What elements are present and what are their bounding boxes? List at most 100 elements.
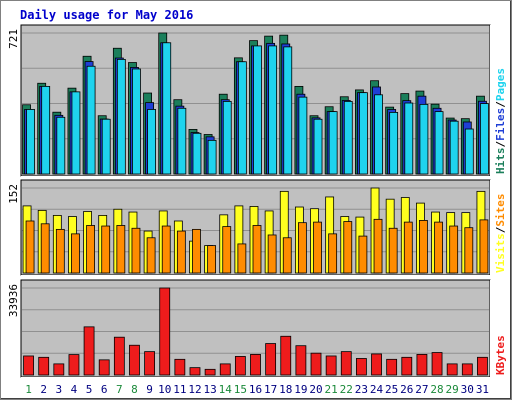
x-tick-label-day-8: 8 (131, 383, 138, 396)
x-tick-label-day-23: 23 (355, 383, 368, 396)
legend-item-hits-files-pages-2: Files (494, 108, 507, 141)
x-tick-label-day-13: 13 (203, 383, 216, 396)
chart-title: Daily usage for May 2016 (20, 8, 193, 22)
bar-kbytes-day-25 (386, 358, 398, 376)
max-label-visits-sites: 152 (7, 184, 20, 204)
bar-sites-day-15 (237, 243, 247, 274)
bar-sites-day-22 (343, 221, 353, 274)
bar-pages-day-7 (116, 59, 126, 175)
x-tick-label-day-7: 7 (116, 383, 123, 396)
bar-sites-day-2 (40, 223, 50, 274)
bar-kbytes-day-1 (23, 355, 34, 376)
x-tick-label-day-4: 4 (71, 383, 78, 396)
bar-sites-day-18 (282, 237, 292, 274)
bar-sites-day-29 (449, 225, 459, 274)
legend-item-kbytes-0: KBytes (494, 335, 507, 375)
bar-kbytes-day-20 (310, 352, 322, 376)
bar-sites-day-24 (373, 218, 383, 274)
bar-kbytes-day-31 (477, 356, 488, 376)
bar-pages-day-11 (177, 107, 187, 175)
bar-pages-day-10 (162, 42, 172, 175)
bar-kbytes-day-7 (113, 336, 125, 376)
bar-kbytes-day-24 (371, 353, 382, 376)
bar-sites-day-5 (86, 225, 95, 274)
bar-sites-day-16 (252, 225, 262, 274)
bar-pages-day-18 (283, 46, 293, 175)
bar-sites-day-31 (479, 219, 489, 274)
x-tick-label-day-24: 24 (370, 383, 384, 396)
bar-kbytes-day-30 (461, 363, 473, 376)
bar-pages-day-5 (86, 65, 96, 175)
bar-kbytes-day-18 (280, 335, 292, 376)
x-tick-label-day-9: 9 (146, 383, 153, 396)
bar-kbytes-day-22 (340, 351, 352, 376)
legend-item-hits-files-pages-3: / (494, 101, 507, 108)
bar-sites-day-4 (71, 233, 80, 274)
bar-sites-day-11 (176, 230, 186, 274)
bar-sites-day-3 (55, 228, 65, 274)
legend-item-hits-files-pages-0: Hits (494, 148, 507, 175)
x-tick-label-day-26: 26 (400, 383, 413, 396)
bar-kbytes-day-29 (446, 363, 458, 376)
bar-sites-day-28 (434, 221, 443, 274)
x-tick-label-day-3: 3 (56, 383, 63, 396)
bar-pages-day-22 (343, 101, 353, 175)
bar-kbytes-day-5 (83, 326, 95, 376)
bar-pages-day-28 (434, 111, 444, 175)
bar-pages-day-19 (298, 96, 308, 175)
bar-kbytes-day-23 (355, 358, 367, 376)
bar-sites-day-9 (146, 237, 156, 274)
x-tick-label-day-12: 12 (188, 383, 201, 396)
bar-kbytes-day-17 (265, 343, 277, 376)
bar-sites-day-17 (267, 234, 277, 274)
legend-item-hits-files-pages-1: / (494, 141, 507, 148)
bar-pages-day-14 (222, 101, 232, 175)
x-tick-label-day-19: 19 (294, 383, 307, 396)
legend-item-visits-sites-2: Sites (494, 194, 507, 227)
x-tick-label-day-1: 1 (25, 383, 32, 396)
bar-kbytes-day-28 (431, 352, 443, 376)
x-tick-label-day-6: 6 (101, 383, 108, 396)
bar-kbytes-day-16 (250, 354, 261, 376)
legend-item-visits-sites-0: Visits (494, 233, 507, 273)
bar-pages-day-31 (480, 103, 489, 175)
x-tick-label-day-18: 18 (279, 383, 292, 396)
x-tick-label-day-28: 28 (430, 383, 443, 396)
x-tick-label-day-5: 5 (86, 383, 93, 396)
x-tick-label-day-31: 31 (476, 383, 489, 396)
x-tick-label-day-15: 15 (234, 383, 247, 396)
x-tick-label-day-10: 10 (158, 383, 171, 396)
x-tick-label-day-27: 27 (415, 383, 428, 396)
max-label-hits-files-pages: 721 (7, 29, 20, 49)
bar-pages-day-13 (207, 139, 217, 175)
bar-sites-day-19 (297, 222, 307, 274)
bar-kbytes-day-26 (401, 356, 413, 376)
bar-sites-day-23 (358, 235, 368, 274)
x-tick-label-day-22: 22 (340, 383, 353, 396)
bar-sites-day-30 (464, 227, 474, 274)
x-tick-label-day-25: 25 (385, 383, 398, 396)
bar-pages-day-21 (328, 111, 338, 175)
bar-kbytes-day-3 (53, 363, 65, 376)
x-tick-label-day-30: 30 (461, 383, 474, 396)
bar-pages-day-15 (237, 61, 247, 175)
bar-kbytes-day-8 (129, 344, 140, 376)
bar-pages-day-23 (358, 92, 368, 175)
legend-item-visits-sites-1: / (494, 226, 507, 233)
bar-kbytes-day-14 (219, 363, 231, 376)
legend-item-hits-files-pages-4: Pages (494, 68, 507, 101)
bar-pages-day-17 (268, 45, 278, 175)
bar-pages-day-1 (26, 109, 35, 175)
x-tick-label-day-20: 20 (309, 383, 322, 396)
bar-sites-day-20 (313, 221, 322, 274)
bar-kbytes-day-9 (144, 351, 156, 376)
bar-pages-day-8 (132, 68, 141, 175)
bar-sites-day-12 (192, 228, 201, 274)
bar-kbytes-day-12 (189, 367, 201, 376)
bar-sites-day-7 (116, 225, 126, 274)
bar-pages-day-2 (41, 85, 51, 175)
bar-pages-day-3 (56, 116, 66, 175)
bar-kbytes-day-19 (295, 345, 307, 376)
x-tick-label-day-29: 29 (446, 383, 459, 396)
legend-hits-files-pages: Hits/Files/Pages (494, 68, 507, 174)
